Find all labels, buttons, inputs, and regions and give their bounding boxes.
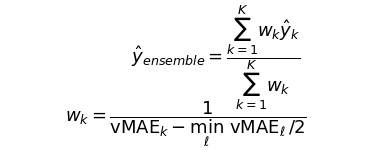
Text: $\hat{y}_{ensemble} = \dfrac{\sum_{k=1}^{K} w_k \hat{y}_k}{\sum_{k=1}^{K} w_k}$: $\hat{y}_{ensemble} = \dfrac{\sum_{k=1}^… (131, 3, 300, 112)
Text: $w_k = \dfrac{1}{\mathrm{vMAE}_k - \min_{\ell}\ \mathrm{vMAE}_{\ell}/2}$: $w_k = \dfrac{1}{\mathrm{vMAE}_k - \min_… (65, 100, 307, 149)
